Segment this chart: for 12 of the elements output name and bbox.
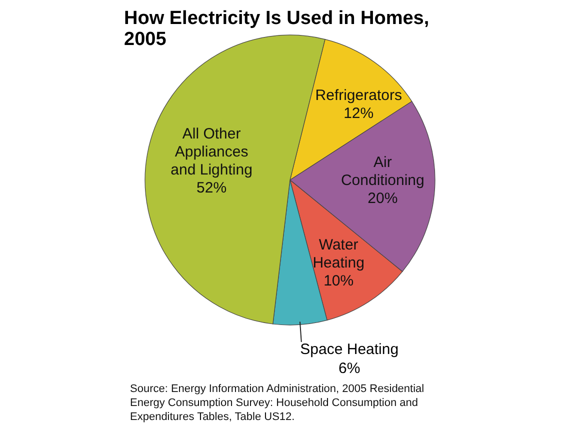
slice-label: Water Heating [312, 236, 364, 272]
data-label: 52% [196, 180, 227, 197]
data-label: 6% [338, 360, 360, 377]
chart-title: How Electricity Is Used in Homes, 2005 [124, 8, 430, 50]
slice-label: Refrigerators [315, 87, 402, 104]
data-label: 20% [368, 190, 398, 208]
slice-label: Air Conditioning [340, 154, 424, 190]
slice-label: Space Heating [300, 341, 399, 358]
data-label: 10% [324, 272, 354, 290]
source-note: Source: Energy Information Administration, 2005 Residential Energy Consumption Survey: Household Consumption and Expenditures Tables, Table US12. [130, 383, 424, 423]
data-label: 12% [344, 105, 374, 122]
slice-label: All Other Appliances and Lighting [170, 126, 252, 179]
